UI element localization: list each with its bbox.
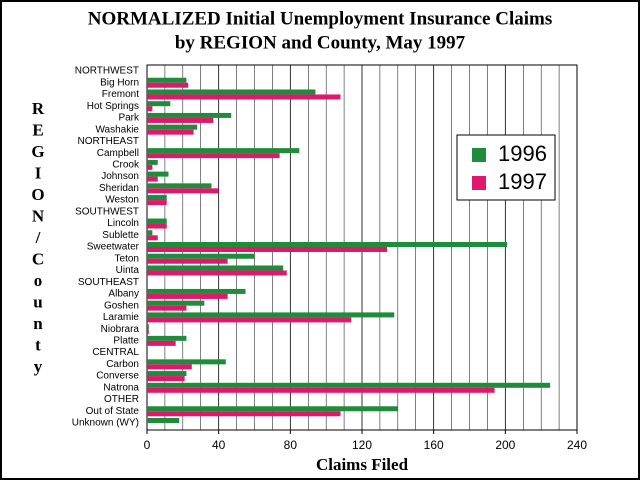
y-tick-label: Platte [113,336,139,347]
legend-swatch [472,176,486,190]
bar [147,364,192,370]
bar [147,335,187,341]
y-tick-label: Big Horn [100,77,139,88]
bar [147,312,395,318]
y-tick-label: CENTRAL [92,347,139,358]
y-tick-label: SOUTHEAST [78,277,139,288]
bar [147,258,228,264]
y-tick-label: NORTHEAST [78,136,140,147]
y-tick-label: Washakie [95,124,139,135]
bar [147,218,167,224]
bar [147,300,205,306]
legend-label: 1996 [498,141,547,166]
bar [147,171,169,177]
x-axis-label: Claims Filed [316,455,409,474]
y-tick-label: Out of State [86,406,140,417]
bar [147,117,214,123]
bar [147,176,158,182]
bar [147,129,194,135]
y-tick-label: Goshen [104,300,139,311]
bar [147,94,341,100]
y-tick-label: Weston [105,195,139,206]
bar [147,159,158,165]
chart-title: NORMALIZED Initial Unemployment Insuranc… [88,8,552,29]
chart-subtitle: by REGION and County, May 1997 [175,32,466,53]
y-tick-label: Crook [112,160,140,171]
y-tick-label: Laramie [103,312,140,323]
bar [147,317,352,323]
y-tick-label: Carbon [106,359,139,370]
bar [147,376,185,382]
y-tick-label: Johnson [101,171,139,182]
bar [147,247,388,252]
y-tick-label: Campbell [97,148,139,159]
x-tick-label: 160 [424,438,444,452]
bar [147,382,551,388]
y-tick-label: OTHER [104,394,139,405]
bar [147,329,149,335]
x-tick-label: 80 [284,438,298,452]
y-tick-label: Fremont [102,89,139,100]
bar [147,387,495,393]
y-tick-label: SOUTHWEST [75,206,139,217]
bar [147,265,284,271]
bar [147,183,212,189]
bar [147,223,167,229]
y-tick-label: Natrona [103,382,139,393]
bar [147,101,171,107]
bar [147,340,176,346]
bar [147,253,255,259]
bar [147,112,232,118]
bar [147,230,153,236]
y-tick-label: Lincoln [107,218,139,229]
y-tick-label: Park [118,113,140,124]
x-tick-label: 40 [212,438,226,452]
bar [147,195,167,201]
legend-label: 1997 [498,169,547,194]
y-tick-label: NORTHWEST [75,66,139,77]
y-tick-label: Uinta [116,265,140,276]
y-tick-label: Hot Springs [87,101,139,112]
y-tick-label: Sweetwater [87,242,140,253]
bar [147,324,149,330]
bar [147,77,187,83]
bar [147,188,219,194]
legend-swatch [472,148,486,162]
bar [147,148,300,154]
y-tick-label: Teton [115,253,139,264]
bar [147,200,167,206]
y-tick-label: Unknown (WY) [72,418,139,429]
bar [147,359,226,365]
x-tick-label: 240 [567,438,587,452]
bar [147,288,246,294]
bar [147,242,508,247]
y-tick-label: Niobrara [101,324,140,335]
bar [147,270,287,276]
bar [147,411,341,417]
bar [147,164,153,170]
y-tick-label: Albany [108,289,139,300]
bar [147,371,187,377]
bar [147,305,187,311]
bar [147,418,180,423]
y-tick-label: Sublette [102,230,139,241]
bar [147,406,398,412]
bar [147,293,228,299]
bar [147,106,153,112]
bar [147,153,280,159]
x-tick-label: 120 [352,438,372,452]
bar [147,82,189,88]
x-tick-label: 200 [495,438,515,452]
bar [147,124,198,130]
bar [147,89,316,95]
bar [147,235,158,241]
y-tick-label: Converse [96,371,139,382]
x-tick-label: 0 [144,438,151,452]
y-tick-label: Sheridan [99,183,139,194]
